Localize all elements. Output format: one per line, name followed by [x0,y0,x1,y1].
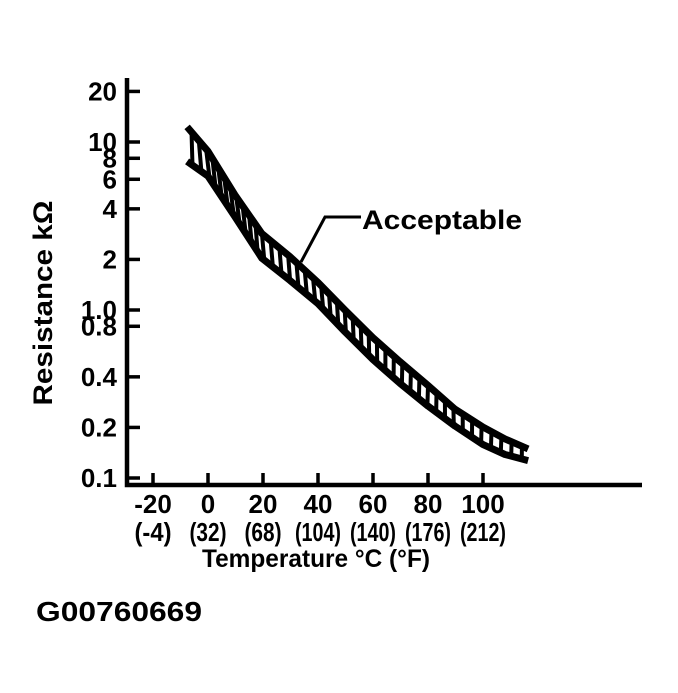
x-tick-label-celsius: 80 [414,489,443,519]
y-tick-label: 2 [103,244,117,274]
acceptable-leader-line [299,215,361,263]
y-tick-label: 0.4 [81,362,118,392]
y-tick-label: 0.8 [81,311,117,341]
y-tick-label: 8 [103,143,117,173]
plot-layer: 201086421.00.80.40.20.1-20(-4)0(32)20(68… [81,76,642,547]
y-axis-title: Resistance kΩ [28,201,58,406]
band-lower-curve [185,158,529,464]
x-tick-label-fahrenheit: (32) [190,517,227,547]
figure-id: G00760669 [36,596,202,627]
x-tick-label-celsius: 0 [201,489,215,519]
x-tick-label-celsius: 40 [304,489,333,519]
y-tick-label: 20 [88,76,117,106]
band-upper-curve [184,124,530,453]
x-tick-label-fahrenheit: (140) [350,517,396,547]
x-tick-label-fahrenheit: (68) [245,517,282,547]
y-tick-label: 0.2 [81,412,117,442]
axis-frame [124,78,642,488]
x-tick-label-celsius: 20 [249,489,278,519]
x-axis-title: Temperature °C (°F) [202,545,430,573]
x-tick-label-celsius: -20 [134,489,172,519]
y-tick-label: 0.1 [81,463,117,493]
x-tick-label-fahrenheit: (176) [405,517,451,547]
y-tick-label: 4 [103,194,118,224]
y-tick-label: 1.0 [81,295,117,325]
acceptable-label: Acceptable [362,205,522,235]
x-tick-label-fahrenheit: (104) [295,517,341,547]
y-tick-label: 6 [103,164,117,194]
x-tick-label-celsius: 60 [359,489,388,519]
x-tick-label-fahrenheit: (212) [460,517,506,547]
y-tick-label: 10 [88,127,117,157]
x-tick-label-fahrenheit: (-4) [135,517,172,547]
x-tick-label-celsius: 100 [461,489,504,519]
band-hatch-lines [189,131,524,459]
